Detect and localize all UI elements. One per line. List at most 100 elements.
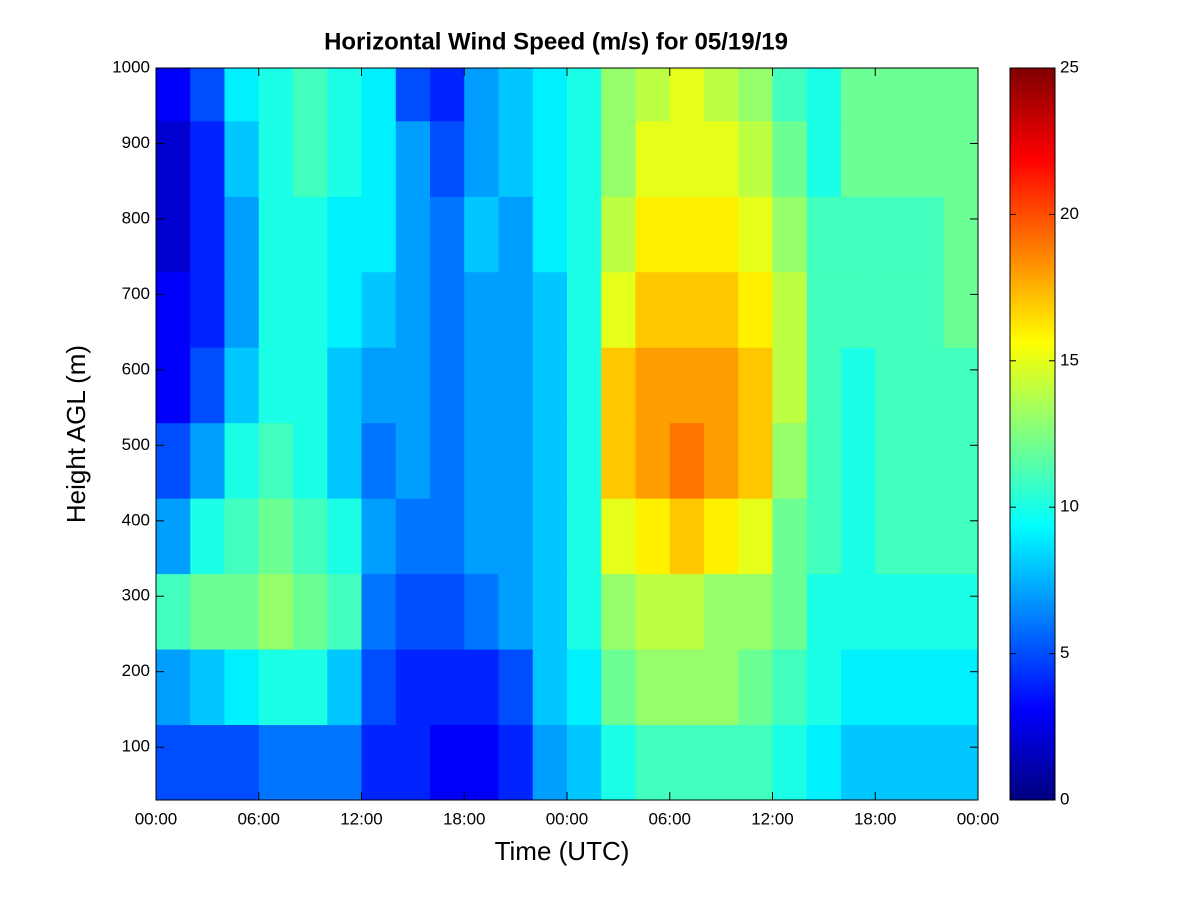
- heatmap-cell: [875, 422, 910, 499]
- heatmap-cell: [190, 68, 225, 122]
- heatmap-cell: [430, 573, 465, 650]
- heatmap-cell: [875, 271, 910, 348]
- x-tick-label: 00:00: [957, 809, 1000, 828]
- heatmap-cell: [327, 724, 362, 800]
- heatmap-cell: [430, 649, 465, 726]
- heatmap-cell: [258, 422, 294, 499]
- heatmap-cell: [532, 573, 568, 650]
- heatmap-cell: [772, 196, 808, 273]
- heatmap-cell: [327, 498, 362, 575]
- heatmap-cell: [772, 724, 808, 800]
- heatmap-cell: [464, 196, 499, 273]
- heatmap-cell: [806, 347, 842, 424]
- heatmap-cell: [190, 347, 225, 424]
- heatmap-cell: [156, 422, 191, 499]
- heatmap-cell: [532, 724, 568, 800]
- heatmap-cell: [943, 196, 978, 273]
- heatmap-cell: [258, 120, 294, 197]
- heatmap-cell: [669, 724, 705, 800]
- heatmap-cell: [258, 498, 294, 575]
- heatmap-cell: [567, 68, 602, 122]
- heatmap-cell: [738, 724, 773, 800]
- heatmap-cell: [635, 573, 671, 650]
- heatmap-cell: [635, 120, 671, 197]
- y-tick-label: 700: [122, 284, 150, 303]
- heatmap-cell: [567, 347, 602, 424]
- heatmap-cell: [327, 120, 362, 197]
- heatmap-cell: [498, 573, 534, 650]
- heatmap-cell: [909, 271, 945, 348]
- heatmap-cell: [258, 724, 294, 800]
- heatmap-cell: [327, 649, 362, 726]
- heatmap-cell: [395, 196, 431, 273]
- heatmap-cell: [841, 347, 876, 424]
- heatmap-cell: [464, 271, 499, 348]
- heatmap-cell: [224, 347, 260, 424]
- heatmap-cell: [601, 271, 636, 348]
- heatmap-cell: [909, 68, 945, 122]
- heatmap-cell: [772, 573, 808, 650]
- heatmap-cell: [635, 347, 671, 424]
- heatmap-cell: [669, 573, 705, 650]
- heatmap-cell: [738, 573, 773, 650]
- heatmap-cell: [738, 422, 773, 499]
- heatmap-cell: [156, 649, 191, 726]
- heatmap-cell: [190, 573, 225, 650]
- heatmap-cell: [601, 196, 636, 273]
- heatmap-cell: [772, 271, 808, 348]
- heatmap-cell: [738, 120, 773, 197]
- heatmap-cell: [258, 649, 294, 726]
- colorbar: [1009, 67, 1056, 801]
- colorbar-tick-label: 20: [1060, 204, 1079, 223]
- heatmap-cell: [909, 724, 945, 800]
- heatmap-cell: [327, 196, 362, 273]
- heatmap-cell: [943, 573, 978, 650]
- chart-title: Horizontal Wind Speed (m/s) for 05/19/19: [324, 28, 788, 55]
- heatmap-cell: [464, 347, 499, 424]
- x-tick-label: 18:00: [443, 809, 486, 828]
- x-tick-label: 18:00: [854, 809, 897, 828]
- heatmap-cell: [875, 498, 910, 575]
- x-tick-label: 12:00: [340, 809, 383, 828]
- heatmap-cell: [841, 196, 876, 273]
- heatmap-cell: [190, 649, 225, 726]
- heatmap-cell: [669, 347, 705, 424]
- heatmap-cell: [704, 196, 739, 273]
- heatmap-cell: [395, 68, 431, 122]
- heatmap-cell: [669, 271, 705, 348]
- heatmap-cell: [430, 422, 465, 499]
- heatmap-cell: [875, 68, 910, 122]
- heatmap-cell: [772, 649, 808, 726]
- heatmap-cell: [806, 724, 842, 800]
- heatmap-cell: [258, 196, 294, 273]
- heatmap-cell: [704, 120, 739, 197]
- heatmap-cell: [841, 573, 876, 650]
- heatmap-cell: [156, 724, 191, 800]
- heatmap-cell: [841, 120, 876, 197]
- heatmap-cell: [224, 649, 260, 726]
- heatmap-cell: [430, 196, 465, 273]
- heatmap-cell: [601, 347, 636, 424]
- heatmap-cell: [464, 68, 499, 122]
- heatmap-cell: [498, 498, 534, 575]
- heatmap-cell: [224, 498, 260, 575]
- heatmap-cell: [532, 422, 568, 499]
- y-tick-label: 500: [122, 435, 150, 454]
- heatmap-cell: [532, 196, 568, 273]
- heatmap-cell: [909, 573, 945, 650]
- heatmap-cell: [464, 573, 499, 650]
- heatmap-cell: [361, 271, 397, 348]
- heatmap-cell: [361, 347, 397, 424]
- heatmap-cell: [532, 498, 568, 575]
- heatmap-cell: [909, 649, 945, 726]
- y-tick-label: 800: [122, 208, 150, 227]
- y-tick-label: 600: [122, 359, 150, 378]
- x-tick-label: 06:00: [237, 809, 280, 828]
- heatmap-cell: [464, 724, 499, 800]
- heatmap-cell: [875, 724, 910, 800]
- heatmap-cell: [361, 422, 397, 499]
- heatmap-cell: [669, 68, 705, 122]
- heatmap-cell: [156, 347, 191, 424]
- heatmap-cell: [567, 422, 602, 499]
